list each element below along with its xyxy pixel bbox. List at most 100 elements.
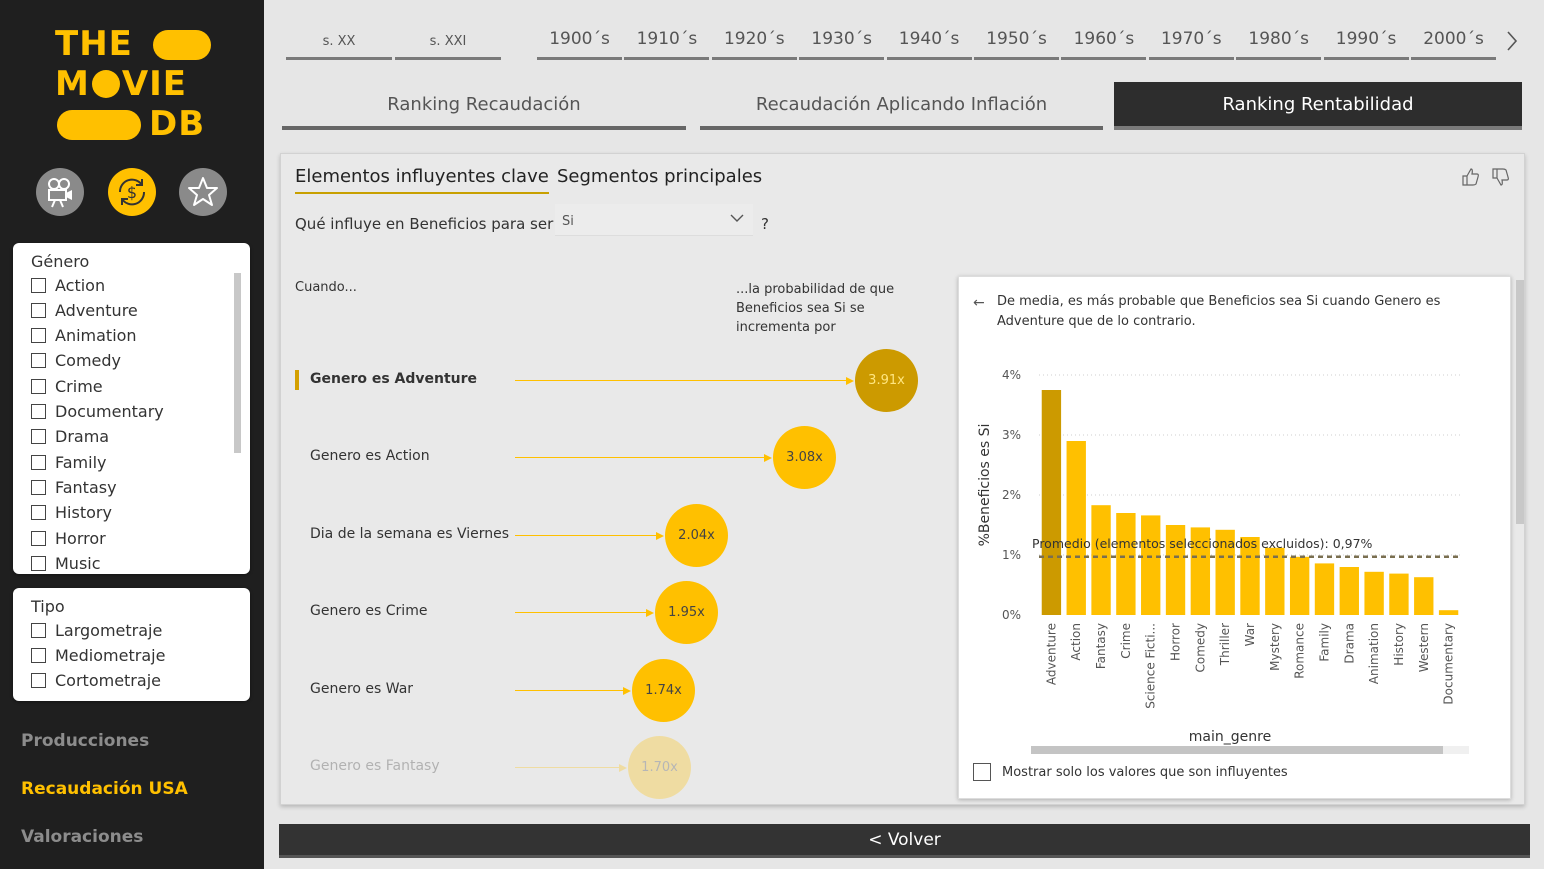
tab-decade-1910-s[interactable]: 1910´s — [624, 24, 710, 60]
checkbox-box[interactable] — [31, 378, 46, 394]
bar-mystery[interactable] — [1265, 547, 1285, 615]
influencer-factor-bubble[interactable]: 1.74x — [632, 659, 695, 722]
genre-option-action[interactable]: Action — [31, 274, 105, 296]
influencer-row[interactable]: Dia de la semana es Viernes 2.04x — [281, 504, 931, 569]
tab-decade-1920-s[interactable]: 1920´s — [711, 24, 797, 60]
bar-animation[interactable] — [1364, 571, 1384, 615]
tab-elementos-influyentes[interactable]: Elementos influyentes clave — [295, 166, 549, 194]
genre-option-history[interactable]: History — [31, 502, 112, 524]
bar-family[interactable] — [1314, 563, 1335, 615]
bar-adventure[interactable] — [1041, 390, 1062, 615]
tab-decade-1960-s[interactable]: 1960´s — [1061, 24, 1147, 60]
tab-decade-1950-s[interactable]: 1950´s — [974, 24, 1059, 60]
genre-option-documentary[interactable]: Documentary — [31, 401, 164, 423]
checkbox-box[interactable] — [31, 479, 46, 495]
star-icon[interactable] — [179, 168, 227, 216]
checkbox-box[interactable] — [31, 622, 46, 638]
influencer-row[interactable]: Genero es War 1.74x — [281, 659, 931, 724]
influencer-row[interactable]: Genero es Fantasy 1.70x — [281, 736, 931, 801]
logo-dot — [91, 70, 120, 98]
genre-option-fantasy[interactable]: Fantasy — [31, 476, 117, 498]
checkbox-box[interactable] — [31, 505, 46, 521]
influencer-row[interactable]: Genero es Crime 1.95x — [281, 581, 931, 646]
influencer-factor-bubble[interactable]: 1.70x — [628, 736, 691, 799]
influencer-factor-bubble[interactable]: 3.91x — [855, 349, 918, 412]
bar-horror[interactable] — [1165, 525, 1186, 615]
chart-scroll-thumb[interactable] — [1031, 746, 1443, 754]
checkbox-box[interactable] — [31, 555, 46, 571]
influencer-factor-bubble[interactable]: 2.04x — [665, 504, 728, 567]
tab-decade-1980-s[interactable]: 1980´s — [1236, 24, 1322, 60]
bar-drama[interactable] — [1339, 567, 1359, 615]
tab-segmentos-principales[interactable]: Segmentos principales — [557, 166, 763, 187]
visual-scrollbar[interactable] — [1516, 280, 1524, 524]
chevron-right-icon[interactable] — [1503, 28, 1521, 54]
dollar-refresh-icon[interactable]: $ — [108, 168, 156, 216]
x-axis-label: main_genre — [1189, 729, 1271, 745]
bar-science-ficti[interactable] — [1141, 515, 1161, 615]
arrow-right-icon — [846, 377, 854, 385]
back-arrow-icon[interactable]: ← — [973, 295, 985, 311]
influencer-factor-bubble[interactable]: 1.95x — [655, 581, 718, 644]
bar-fantasy[interactable] — [1091, 505, 1111, 615]
movie-camera-icon[interactable] — [36, 168, 84, 216]
tab-recaudacion-inflacion[interactable]: Recaudación Aplicando Inflación — [700, 82, 1103, 130]
checkbox-box[interactable] — [31, 530, 46, 546]
bar-romance[interactable] — [1289, 556, 1310, 615]
bar-western[interactable] — [1414, 577, 1434, 615]
checkbox-box[interactable] — [31, 277, 46, 293]
checkbox-box[interactable] — [31, 647, 46, 663]
influencer-row[interactable]: Genero es Adventure 3.91x — [281, 349, 931, 414]
target-value-dropdown[interactable]: Si — [555, 204, 753, 236]
tab-decade-1900-s[interactable]: 1900´s — [537, 24, 622, 60]
side-link-recaudacion-usa[interactable]: Recaudación USA — [21, 779, 188, 799]
type-option-largometraje[interactable]: Largometraje — [31, 619, 162, 641]
checkbox-box[interactable] — [973, 763, 991, 781]
tab-decade-1990-s[interactable]: 1990´s — [1323, 24, 1409, 60]
tab-decade-1970-s[interactable]: 1970´s — [1148, 24, 1234, 60]
tab-ranking-rentabilidad[interactable]: Ranking Rentabilidad — [1114, 82, 1522, 130]
tab-ranking-recaudacion[interactable]: Ranking Recaudación — [282, 82, 686, 130]
checkbox-box[interactable] — [31, 404, 46, 419]
volver-button[interactable]: < Volver — [279, 824, 1530, 858]
show-only-influential-checkbox[interactable]: Mostrar solo los valores que son influye… — [973, 763, 1288, 781]
genre-option-adventure[interactable]: Adventure — [31, 299, 138, 321]
checkbox-box[interactable] — [31, 302, 46, 318]
genre-option-music[interactable]: Music — [31, 552, 101, 574]
genre-slicer-scrollbar[interactable] — [234, 273, 241, 453]
tab-century-s-xxi[interactable]: s. XXI — [395, 24, 501, 60]
bar-history[interactable] — [1389, 573, 1409, 615]
genre-option-label: Animation — [55, 326, 137, 346]
bar-war[interactable] — [1240, 537, 1260, 615]
genre-option-horror[interactable]: Horror — [31, 527, 106, 549]
influencer-factor-bubble[interactable]: 3.08x — [773, 426, 836, 489]
genre-option-drama[interactable]: Drama — [31, 426, 109, 448]
bar-comedy[interactable] — [1190, 527, 1211, 615]
genre-option-label: Comedy — [55, 351, 122, 371]
type-option-cortometraje[interactable]: Cortometraje — [31, 670, 161, 692]
checkbox-box[interactable] — [31, 673, 46, 689]
influencer-row[interactable]: Genero es Action 3.08x — [281, 426, 931, 491]
bar-documentary[interactable] — [1438, 610, 1459, 615]
tab-decade-1930-s[interactable]: 1930´s — [799, 24, 885, 60]
bar-thriller[interactable] — [1215, 529, 1235, 615]
genre-option-family[interactable]: Family — [31, 451, 106, 473]
y-tick-label: 4% — [1002, 368, 1021, 382]
checkbox-box[interactable] — [31, 353, 46, 369]
tab-decade-2000-s[interactable]: 2000´s — [1411, 24, 1496, 60]
thumbs-up-down-icon[interactable] — [1460, 166, 1510, 188]
checkbox-box[interactable] — [31, 454, 46, 470]
side-link-producciones[interactable]: Producciones — [21, 731, 150, 751]
genre-option-comedy[interactable]: Comedy — [31, 350, 121, 372]
genre-option-crime[interactable]: Crime — [31, 375, 103, 397]
logo-line-2: M VIE — [55, 66, 187, 102]
bar-action[interactable] — [1066, 441, 1086, 615]
type-option-mediometraje[interactable]: Mediometraje — [31, 644, 165, 666]
side-link-valoraciones[interactable]: Valoraciones — [21, 827, 144, 847]
checkbox-box[interactable] — [31, 328, 46, 344]
checkbox-box[interactable] — [31, 429, 46, 445]
bar-crime[interactable] — [1116, 513, 1136, 615]
genre-option-animation[interactable]: Animation — [31, 325, 137, 347]
tab-decade-1940-s[interactable]: 1940´s — [886, 24, 972, 60]
tab-century-s-xx[interactable]: s. XX — [286, 24, 392, 60]
